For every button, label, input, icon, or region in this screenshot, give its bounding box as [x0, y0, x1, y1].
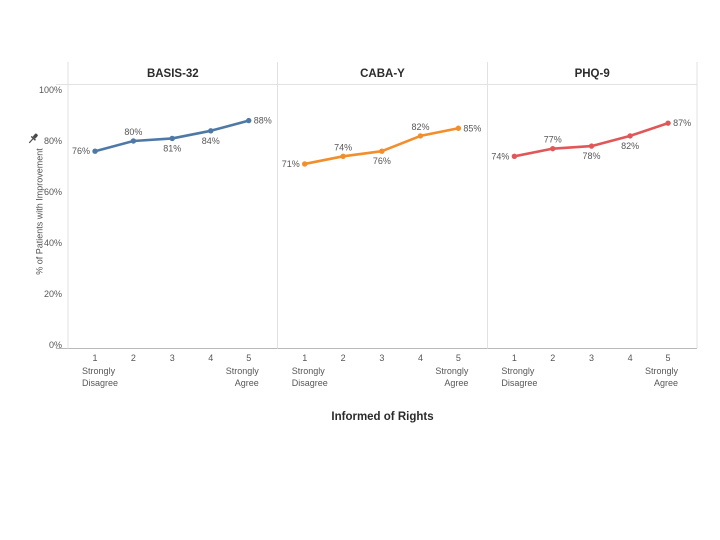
y-tick-label: 0%: [49, 340, 62, 350]
data-point-label: 82%: [621, 141, 639, 151]
data-point-label: 80%: [124, 127, 142, 137]
data-point-label: 76%: [72, 146, 90, 156]
x-tick-label: 3: [589, 353, 594, 363]
x-tick-label: 1: [93, 353, 98, 363]
x-end-label-high: Strongly: [435, 366, 469, 376]
x-tick-label: 2: [341, 353, 346, 363]
data-point[interactable]: [588, 143, 595, 149]
data-point-label: 77%: [544, 135, 562, 145]
data-point[interactable]: [130, 138, 137, 144]
x-end-label-high: Agree: [235, 378, 259, 388]
data-point[interactable]: [302, 161, 308, 167]
data-point-label: 74%: [334, 142, 352, 152]
data-point-label: 84%: [202, 136, 220, 146]
data-point-label: 82%: [411, 122, 429, 132]
x-tick-label: 5: [456, 353, 461, 363]
data-point[interactable]: [340, 153, 346, 159]
data-point-label: 87%: [673, 118, 691, 128]
x-tick-label: 5: [246, 353, 251, 363]
x-end-label-low: Strongly: [292, 366, 326, 376]
data-point[interactable]: [92, 148, 98, 154]
x-end-label-low: Disagree: [292, 378, 328, 388]
data-point[interactable]: [627, 133, 633, 139]
data-point-label: 78%: [583, 151, 601, 161]
data-point-label: 85%: [463, 123, 481, 133]
x-tick-label: 3: [170, 353, 175, 363]
x-end-label-high: Agree: [444, 378, 468, 388]
x-end-label-low: Strongly: [82, 366, 116, 376]
x-tick-label: 5: [666, 353, 671, 363]
data-point-label: 71%: [282, 159, 300, 169]
y-tick-label: 60%: [44, 187, 62, 197]
x-tick-label: 3: [379, 353, 384, 363]
x-tick-label: 2: [550, 353, 555, 363]
data-point[interactable]: [550, 145, 556, 152]
data-point[interactable]: [246, 117, 252, 124]
data-point[interactable]: [511, 153, 518, 159]
data-point[interactable]: [169, 135, 175, 142]
data-point-label: 74%: [491, 151, 509, 161]
x-end-label-low: Disagree: [82, 378, 118, 388]
y-tick-label: 100%: [39, 85, 62, 95]
data-point[interactable]: [455, 125, 462, 131]
x-end-label-high: Strongly: [645, 366, 679, 376]
x-end-label-high: Strongly: [226, 366, 260, 376]
trellis-line-chart: 0% 20% 40% 60% 80% 100% BASIS-32 76% 1 80% 2 81% 3 84…: [39, 62, 698, 388]
data-point-label: 88%: [254, 116, 272, 126]
x-tick-label: 2: [131, 353, 136, 363]
data-point[interactable]: [665, 120, 671, 126]
y-tick-label: 80%: [44, 136, 62, 146]
panel-title: PHQ-9: [575, 68, 610, 80]
pin-icon[interactable]: [27, 132, 40, 147]
x-tick-label: 4: [208, 353, 213, 363]
data-point-label: 76%: [373, 156, 391, 166]
y-tick-label: 40%: [44, 238, 62, 248]
x-tick-label: 4: [418, 353, 423, 363]
y-tick-label: 20%: [44, 289, 62, 299]
x-tick-label: 4: [628, 353, 633, 363]
x-end-label-low: Strongly: [501, 366, 535, 376]
x-end-label-low: Disagree: [501, 378, 537, 388]
panel-title: BASIS-32: [147, 68, 199, 80]
data-point[interactable]: [417, 133, 424, 139]
x-tick-label: 1: [302, 353, 307, 363]
data-point[interactable]: [379, 148, 385, 154]
x-end-label-high: Agree: [654, 378, 678, 388]
x-tick-label: 1: [512, 353, 517, 363]
panel-title: CABA-Y: [360, 68, 405, 80]
data-point-label: 81%: [163, 143, 181, 153]
x-axis-title: Informed of Rights: [331, 411, 434, 423]
data-point[interactable]: [208, 128, 214, 134]
